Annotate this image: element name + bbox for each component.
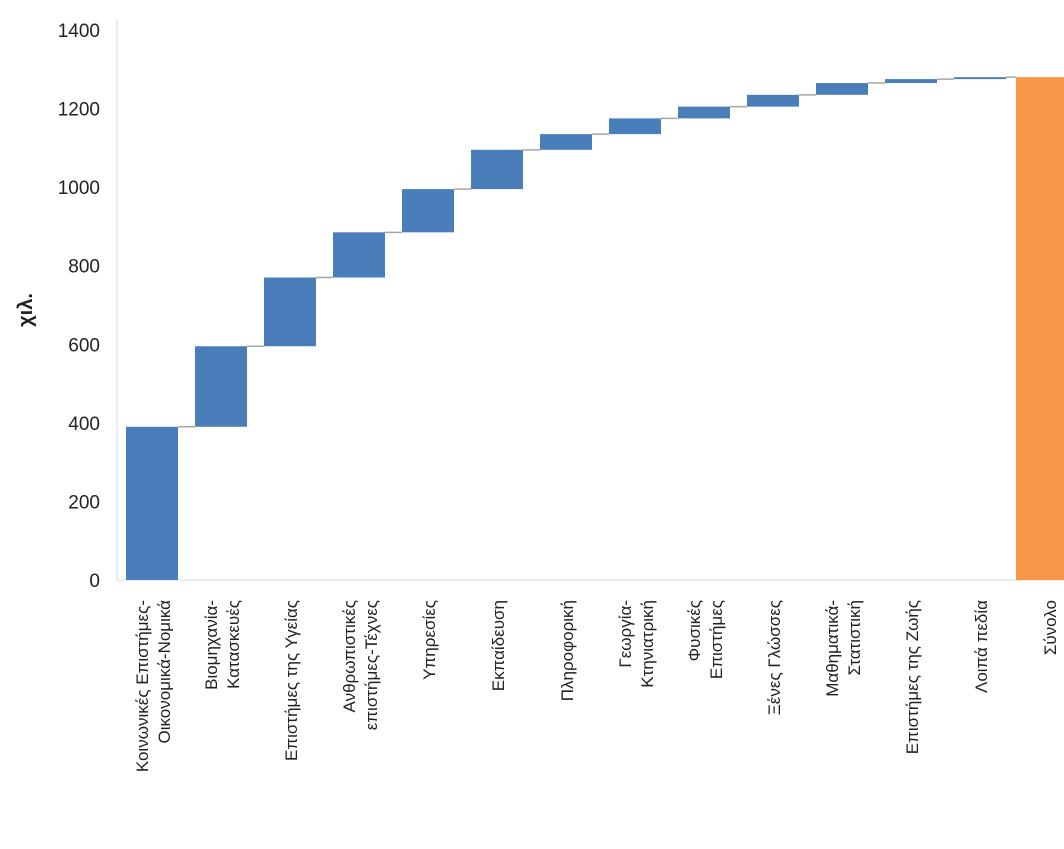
category-label: Επιστήμες bbox=[707, 600, 726, 679]
increase-bar bbox=[609, 118, 661, 135]
y-tick-label: 1400 bbox=[58, 21, 100, 42]
increase-bar bbox=[954, 77, 1006, 80]
y-tick-label: 1000 bbox=[58, 178, 100, 199]
category-label: Πληροφορική bbox=[558, 600, 577, 701]
increase-bar bbox=[264, 277, 316, 347]
category-label: επιστήμες-Τέχνες bbox=[362, 600, 381, 730]
category-label: Υπηρεσίες bbox=[420, 600, 439, 680]
increase-bar bbox=[471, 149, 523, 190]
y-tick-label: 0 bbox=[89, 571, 100, 592]
y-tick-label: 400 bbox=[68, 414, 100, 435]
label-layer: 0 200 400 600 800 1000 1200 1400 Κοινωνικές Επισ… bbox=[58, 21, 1060, 772]
increase-bar bbox=[885, 79, 937, 84]
category-label: Ανθρωπιστικές bbox=[340, 600, 359, 712]
increase-bar bbox=[195, 346, 247, 427]
category-label: Γεωργία- bbox=[616, 600, 635, 668]
bar-layer bbox=[126, 77, 1064, 581]
category-label: Σύνολο bbox=[1041, 600, 1060, 655]
category-label: Μαθηματικά- bbox=[823, 600, 842, 697]
y-tick-label: 200 bbox=[68, 492, 100, 513]
y-tick-label: 1200 bbox=[58, 100, 100, 121]
category-label: Κατασκευές bbox=[224, 600, 243, 689]
increase-bar bbox=[126, 426, 178, 580]
category-label: Ξένες Γλώσσες bbox=[765, 600, 784, 715]
y-tick-label: 600 bbox=[68, 335, 100, 356]
y-tick-label: 800 bbox=[68, 257, 100, 278]
category-label: Λοιπά πεδία bbox=[972, 600, 991, 693]
increase-bar bbox=[333, 232, 385, 278]
category-label: Εκπαίδευση bbox=[489, 600, 508, 691]
increase-bar bbox=[816, 83, 868, 95]
increase-bar bbox=[747, 94, 799, 107]
increase-bar bbox=[402, 189, 454, 233]
category-label: Επιστήμες της Ζωής bbox=[903, 600, 922, 754]
axis-layer bbox=[116, 20, 1064, 581]
category-label: Στατιστική bbox=[845, 600, 864, 675]
category-label: Επιστήμες της Υγείας bbox=[282, 600, 301, 761]
increase-bar bbox=[540, 134, 592, 150]
connector-layer bbox=[178, 76, 1016, 428]
total-bar bbox=[1016, 77, 1064, 581]
category-label: Κτηνιατρική bbox=[638, 600, 657, 688]
increase-bar bbox=[678, 106, 730, 119]
y-axis-title: χιλ. bbox=[15, 293, 37, 327]
category-label: Κοινωνικές Επιστήμες- bbox=[133, 600, 152, 772]
category-label: Οικονομικά-Νομικά bbox=[155, 600, 174, 744]
category-label: Φυσικές bbox=[685, 600, 704, 661]
category-label: Βιομηχανία- bbox=[202, 600, 221, 690]
